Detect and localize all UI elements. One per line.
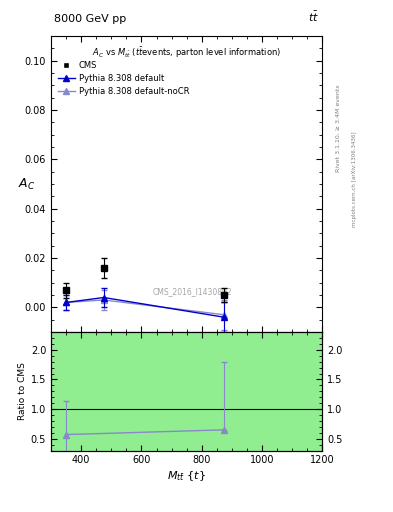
Y-axis label: Ratio to CMS: Ratio to CMS (18, 362, 27, 420)
Text: Rivet 3.1.10, ≥ 3.4M events: Rivet 3.1.10, ≥ 3.4M events (336, 84, 341, 172)
Text: 8000 GeV pp: 8000 GeV pp (54, 14, 126, 24)
Text: $A_C$ vs $M_{t\bar{t}}$ ($t\bar{t}$events, parton level information): $A_C$ vs $M_{t\bar{t}}$ ($t\bar{t}$event… (92, 45, 281, 59)
Text: $t\bar{t}$: $t\bar{t}$ (309, 10, 320, 24)
Text: CMS_2016_I1430892: CMS_2016_I1430892 (152, 288, 232, 296)
Legend: CMS, Pythia 8.308 default, Pythia 8.308 default-noCR: CMS, Pythia 8.308 default, Pythia 8.308 … (58, 61, 189, 96)
Y-axis label: $A_C$: $A_C$ (18, 177, 35, 191)
X-axis label: $M_{t\bar{t}}\ \{t\}$: $M_{t\bar{t}}\ \{t\}$ (167, 470, 206, 483)
Text: mcplots.cern.ch [arXiv:1306.3436]: mcplots.cern.ch [arXiv:1306.3436] (352, 132, 357, 227)
